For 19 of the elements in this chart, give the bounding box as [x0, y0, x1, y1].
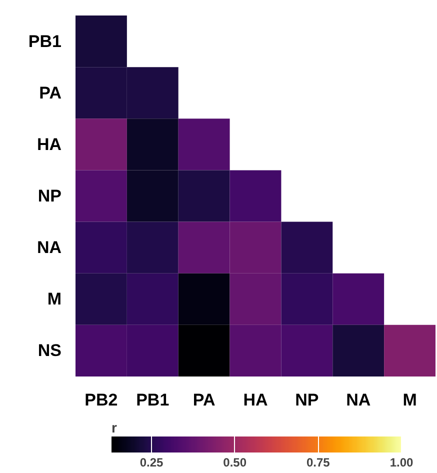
y-tick-label: NA: [36, 238, 62, 258]
color-bar-title: r: [112, 420, 118, 436]
x-tick-label: PB1: [136, 390, 170, 410]
y-tick-label: M: [47, 290, 62, 309]
y-tick-label: PB1: [28, 32, 62, 51]
x-tick-label: NA: [346, 390, 371, 410]
x-tick-label: PA: [192, 390, 216, 410]
y-tick-label: PA: [39, 83, 62, 102]
color-bar-label: 0.75: [306, 456, 330, 470]
x-tick-label: M: [402, 390, 417, 410]
color-bar-label: 0.25: [140, 456, 164, 470]
color-bar-label: 1.00: [390, 456, 414, 470]
color-bar-label: 0.50: [223, 456, 247, 470]
x-tick-label: HA: [243, 390, 268, 410]
y-tick-label: NS: [38, 341, 62, 360]
y-tick-label: HA: [36, 134, 62, 154]
x-tick-label: NP: [295, 390, 319, 410]
y-tick-label: NP: [38, 186, 62, 206]
x-tick-label: PB2: [84, 390, 118, 410]
